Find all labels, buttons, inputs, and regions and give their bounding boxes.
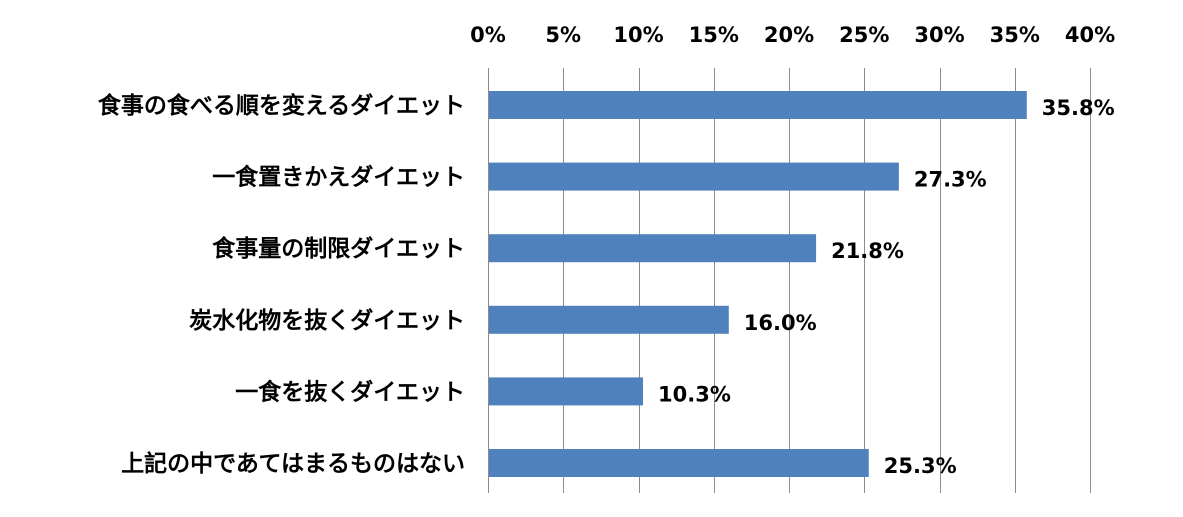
x-tick-label-0: 0%	[470, 23, 506, 47]
x-tick-label-25: 25%	[839, 23, 889, 47]
x-tick-label-40: 40%	[1065, 23, 1115, 47]
x-tick-label-35: 35%	[990, 23, 1040, 47]
bars	[489, 91, 1027, 477]
category-label-2: 食事量の制限ダイエット	[212, 235, 465, 262]
data-label-3: 16.0%	[744, 311, 817, 335]
category-label-5: 上記の中であてはまるものはない	[121, 450, 465, 477]
x-tick-label-5: 5%	[545, 23, 581, 47]
data-label-1: 27.3%	[914, 168, 987, 192]
data-label-4: 10.3%	[658, 382, 731, 406]
bar-5	[489, 449, 869, 477]
data-label-5: 25.3%	[884, 454, 957, 478]
grid-lines	[488, 68, 1091, 493]
x-tick-label-15: 15%	[689, 23, 739, 47]
bar-3	[489, 305, 729, 334]
category-label-4: 一食を抜くダイエット	[235, 378, 465, 405]
bar-1	[489, 162, 899, 191]
bar-0	[489, 91, 1027, 119]
bar-4	[489, 377, 644, 406]
category-label-0: 食事の食べる順を変えるダイエット	[98, 92, 465, 119]
data-label-0: 35.8%	[1042, 96, 1115, 120]
category-label-1: 一食置きかえダイエット	[212, 164, 465, 191]
data-labels: 35.8% 27.3% 21.8% 16.0% 10.3% 25.3%	[658, 96, 1115, 478]
bar-2	[489, 234, 817, 263]
x-axis-tick-labels: 0% 5% 10% 15% 20% 25% 30% 35% 40%	[470, 23, 1115, 47]
x-tick-label-20: 20%	[764, 23, 814, 47]
x-tick-label-30: 30%	[914, 23, 964, 47]
x-tick-label-10: 10%	[613, 23, 663, 47]
category-labels: 食事の食べる順を変えるダイエット一食置きかえダイエット食事量の制限ダイエット炭水…	[98, 92, 465, 477]
category-label-3: 炭水化物を抜くダイエット	[189, 307, 465, 334]
data-label-2: 21.8%	[831, 239, 904, 263]
